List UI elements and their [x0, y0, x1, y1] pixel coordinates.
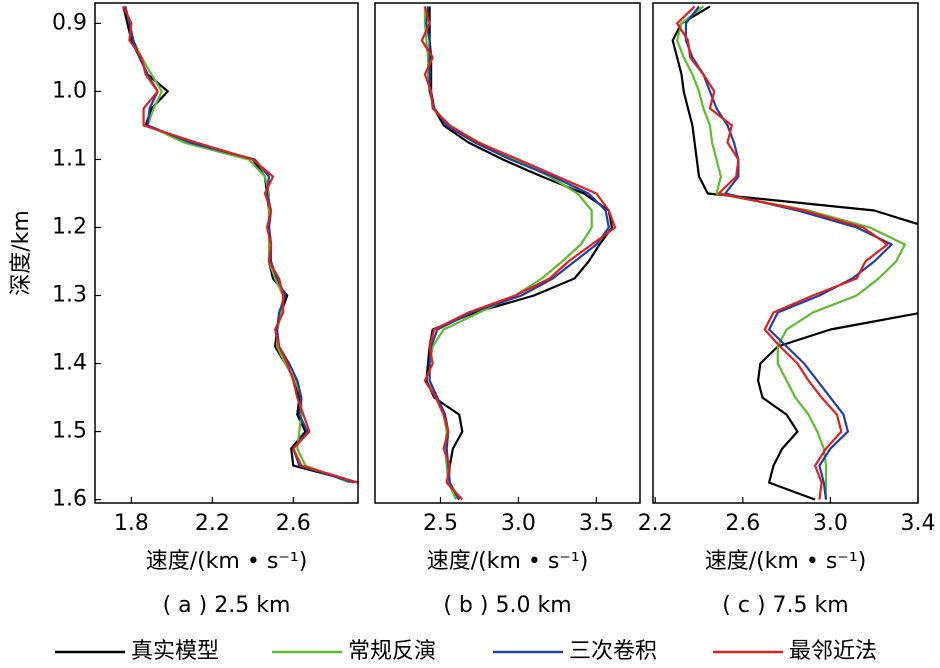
profile-line — [684, 5, 893, 500]
y-tick-label: 1.2 — [52, 214, 87, 239]
x-tick-label: 1.8 — [114, 511, 149, 536]
profile-line — [423, 6, 593, 501]
legend-label: 三次卷积 — [569, 639, 657, 664]
plot-frame — [652, 2, 919, 504]
x-tick-label: 3.0 — [813, 511, 848, 536]
legend-label: 常规反演 — [348, 639, 436, 664]
x-tick-label: 3.5 — [579, 511, 614, 536]
profile-line — [676, 5, 889, 500]
y-tick-label: 1.6 — [52, 487, 87, 512]
x-tick-label: 3.4 — [901, 511, 936, 536]
panel-caption: ( a ) 2.5 km — [163, 593, 291, 618]
legend-label: 真实模型 — [131, 639, 219, 664]
profile-line — [124, 6, 351, 484]
x-tick-label: 2.2 — [195, 511, 230, 536]
plot-frame — [94, 2, 359, 504]
x-tick-label: 3.0 — [501, 511, 536, 536]
plot-frame — [374, 2, 641, 504]
x-tick-label: 2.6 — [725, 511, 760, 536]
profile-line — [676, 5, 906, 500]
y-tick-label: 1.1 — [52, 146, 87, 171]
y-axis-label: 深度/km — [9, 210, 34, 296]
x-axis-label: 速度/(km • s⁻¹) — [705, 549, 867, 574]
profile-line — [122, 5, 358, 484]
profile-line — [122, 6, 358, 484]
profile-line — [671, 5, 918, 501]
x-tick-label: 2.5 — [423, 511, 458, 536]
x-axis-label: 速度/(km • s⁻¹) — [146, 549, 308, 574]
profile-line — [420, 6, 617, 501]
y-tick-label: 1.3 — [52, 283, 87, 308]
y-tick-label: 1.0 — [52, 78, 87, 103]
panel-caption: ( b ) 5.0 km — [443, 593, 571, 618]
y-tick-label: 0.9 — [52, 10, 87, 35]
legend-label: 最邻近法 — [789, 639, 877, 664]
x-tick-label: 2.6 — [276, 511, 311, 536]
panel-caption: ( c ) 7.5 km — [722, 593, 848, 618]
y-tick-label: 1.5 — [52, 419, 87, 444]
x-axis-label: 速度/(km • s⁻¹) — [427, 549, 589, 574]
y-tick-label: 1.4 — [52, 351, 87, 376]
x-tick-label: 2.2 — [638, 511, 673, 536]
profile-line — [124, 6, 355, 484]
